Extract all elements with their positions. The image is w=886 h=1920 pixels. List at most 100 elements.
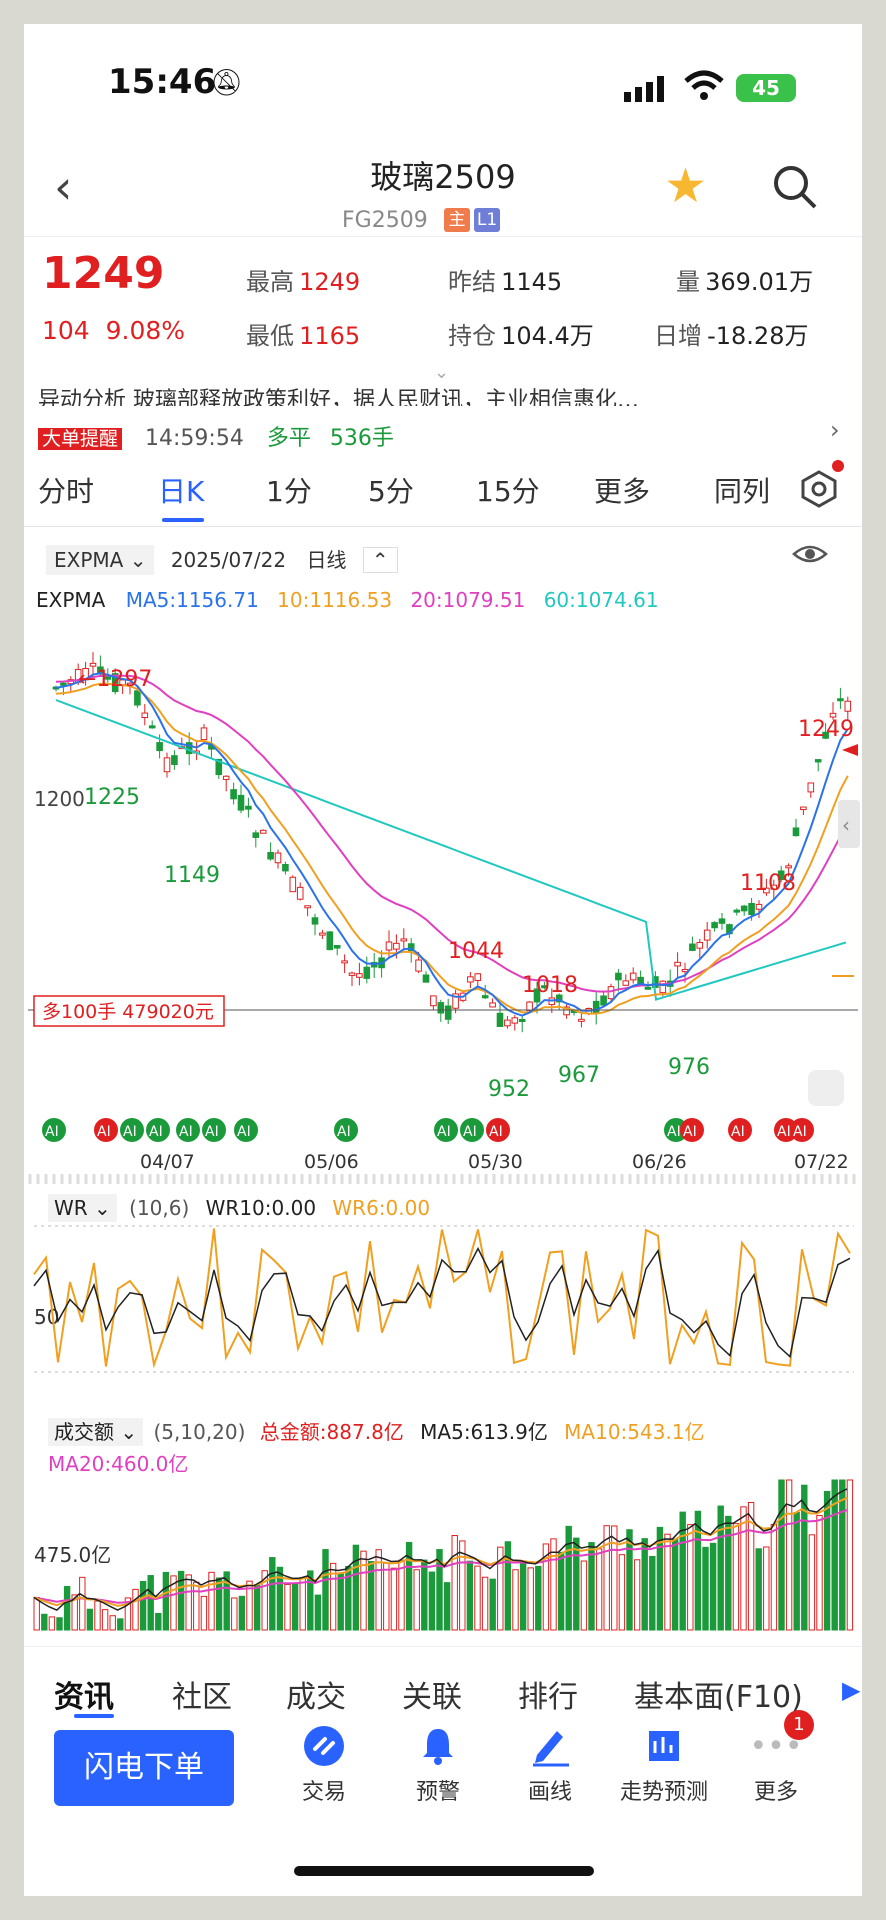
- ticker-time: 14:59:54: [145, 426, 244, 451]
- tab-ranking[interactable]: 排行: [518, 1680, 578, 1715]
- ai-tag-icon: [146, 1118, 170, 1142]
- candle: [311, 917, 319, 925]
- search-icon[interactable]: [772, 164, 818, 210]
- volume-bar: [261, 1570, 268, 1631]
- candle: [659, 980, 667, 994]
- back-button[interactable]: ‹: [54, 160, 73, 214]
- volume-bar: [618, 1554, 626, 1631]
- volume-bar: [329, 1562, 337, 1631]
- volume-bar: [823, 1490, 831, 1631]
- ma5-line: [55, 672, 849, 1017]
- volume-bar: [337, 1572, 344, 1631]
- candle: [511, 1017, 519, 1024]
- volume-bar: [48, 1616, 56, 1631]
- volume-bar: [778, 1479, 785, 1631]
- ai-tag-label: AI: [179, 1124, 193, 1140]
- ai-tag-icon: [434, 1118, 458, 1142]
- volume-bar: [322, 1549, 329, 1631]
- eye-icon[interactable]: [792, 542, 828, 566]
- volume-bar: [421, 1559, 428, 1631]
- volume-bar: [428, 1571, 436, 1631]
- volume-bar: [595, 1548, 603, 1631]
- label-967: 967: [558, 1063, 600, 1088]
- tab-5min[interactable]: 5分: [368, 475, 414, 508]
- nav-draw[interactable]: 画线: [500, 1724, 600, 1806]
- candle: [814, 759, 822, 763]
- indicator-select[interactable]: EXPMA ⌄: [46, 545, 155, 575]
- main-contract-badge: 主: [444, 208, 470, 232]
- volume-ma20: MA20:460.0亿: [48, 1452, 189, 1476]
- ai-tag-icon: [790, 1118, 814, 1142]
- volume-bar: [208, 1571, 215, 1631]
- volume-bar: [565, 1525, 572, 1631]
- volume-bar: [611, 1525, 618, 1631]
- collapse-chevron-icon[interactable]: ⌃: [362, 547, 398, 573]
- nav-more[interactable]: ••• 更多 1: [726, 1710, 826, 1806]
- candle: [252, 832, 260, 838]
- candle: [844, 700, 852, 712]
- flash-order-button[interactable]: 闪电下单: [54, 1730, 234, 1806]
- tab-daily[interactable]: 日K: [158, 475, 205, 508]
- volume-bar: [117, 1618, 124, 1631]
- candle: [407, 943, 415, 952]
- ai-tag-icon: [680, 1118, 704, 1142]
- volume-bar: [732, 1523, 740, 1631]
- candle: [733, 909, 741, 913]
- tab-1min[interactable]: 1分: [266, 475, 312, 508]
- tab-trades[interactable]: 成交: [286, 1680, 346, 1715]
- change-percent: 9.08%: [105, 316, 186, 345]
- volume-bar: [383, 1562, 390, 1631]
- tab-same[interactable]: 同列: [714, 475, 771, 508]
- volume-bar: [770, 1523, 778, 1631]
- nav-trade[interactable]: 交易: [274, 1724, 374, 1806]
- scroll-right-icon[interactable]: ▶: [842, 1676, 861, 1704]
- vol-ma20-line: [33, 1509, 848, 1604]
- page-title: 玻璃2509: [370, 158, 516, 196]
- volume-bar: [474, 1565, 481, 1631]
- candle: [792, 827, 800, 837]
- tab-fundamentals[interactable]: 基本面(F10): [634, 1680, 803, 1715]
- kline-chart[interactable]: ←1297 1225 1200 1149 1044 1018 952 967 9…: [24, 614, 862, 1214]
- big-order-ticker[interactable]: 大单提醒 14:59:54 多平 536手: [38, 420, 394, 452]
- settings-hexagon-icon[interactable]: [800, 470, 838, 508]
- candle: [222, 775, 230, 780]
- ai-tag-label: AI: [97, 1124, 111, 1140]
- nav-forecast[interactable]: 走势预测: [614, 1724, 714, 1806]
- active-tab-indicator: [162, 518, 204, 522]
- volume-bar: [405, 1541, 413, 1631]
- volume-bar: [679, 1511, 686, 1631]
- candle: [400, 938, 408, 942]
- chevron-right-icon[interactable]: ›: [830, 416, 840, 444]
- news-ticker[interactable]: 异动分析 玻璃部释放政策利好，据人民财讯，主业相信惠化…: [38, 388, 639, 406]
- volume-bar: [649, 1555, 656, 1631]
- wr-select[interactable]: WR ⌄: [48, 1194, 117, 1222]
- candle: [740, 905, 748, 912]
- nav-alert[interactable]: 预警: [388, 1724, 488, 1806]
- expand-chevron-icon[interactable]: ⌄: [434, 362, 450, 383]
- candle: [489, 1002, 496, 1008]
- phone-screen: 15:46 🔕︎ 45 ‹ 玻璃2509 FG2509 主 L1 ★ 1249 …: [24, 24, 862, 1896]
- candle: [237, 794, 245, 811]
- tab-community[interactable]: 社区: [172, 1680, 232, 1715]
- volume-bar: [694, 1510, 702, 1631]
- tab-news[interactable]: 资讯: [54, 1680, 114, 1715]
- candle: [770, 884, 778, 890]
- candle: [89, 662, 97, 667]
- tab-related[interactable]: 关联: [402, 1680, 462, 1715]
- candle: [60, 682, 67, 686]
- tab-intraday[interactable]: 分时: [38, 475, 95, 508]
- candle: [800, 806, 807, 811]
- favorite-star-icon[interactable]: ★: [664, 158, 708, 214]
- volume-stat: 量 369.01万: [676, 268, 814, 296]
- candle: [274, 852, 282, 864]
- volume-select[interactable]: 成交额 ⌄: [48, 1418, 144, 1446]
- tab-15min[interactable]: 15分: [476, 475, 540, 508]
- volume-bar: [276, 1566, 284, 1631]
- volume-bar: [717, 1505, 724, 1631]
- news-tab-indicator: [74, 1714, 114, 1718]
- ai-tag-label: AI: [337, 1124, 351, 1140]
- volume-bar: [527, 1567, 534, 1631]
- candle: [319, 932, 326, 936]
- candle: [763, 887, 770, 894]
- tab-more[interactable]: 更多: [594, 475, 651, 508]
